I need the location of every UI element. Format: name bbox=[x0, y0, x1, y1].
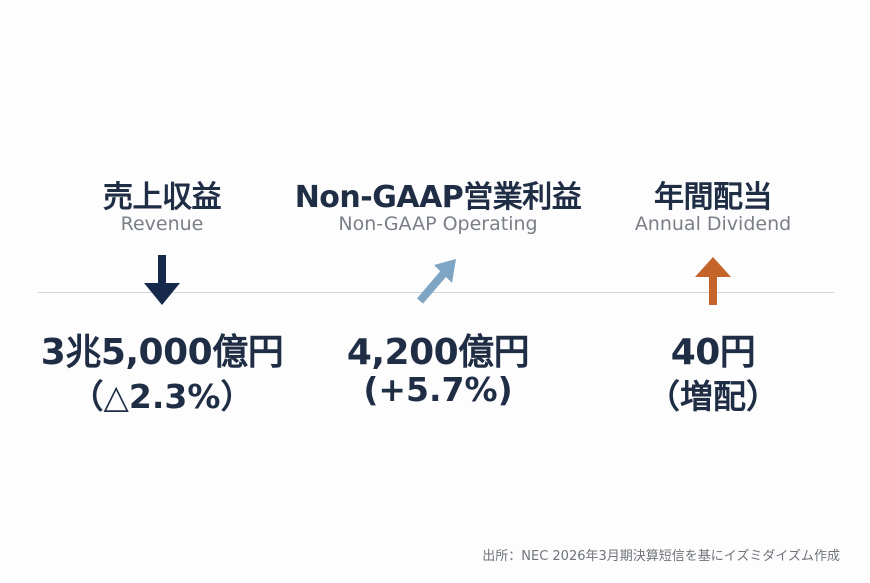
metric-value: 4,200億円 bbox=[346, 332, 530, 373]
source-note: 出所：NEC 2026年3月期決算短信を基にイズミダイズム作成 bbox=[482, 549, 840, 564]
metric-subtitle: Annual Dividend bbox=[634, 213, 792, 235]
metric-annual-dividend: 年間配当 Annual Dividend 40円 （増配） bbox=[568, 0, 858, 583]
metric-value: 40円 bbox=[670, 332, 756, 373]
metric-change: （△2.3%） bbox=[70, 377, 254, 416]
metric-revenue: 売上収益 Revenue 3兆5,000億円 （△2.3%） bbox=[17, 0, 307, 583]
down-arrow-icon bbox=[144, 255, 180, 305]
metric-value: 3兆5,000億円 bbox=[40, 332, 284, 373]
up-right-arrow-icon bbox=[416, 259, 456, 304]
metric-change: (+5.7%) bbox=[363, 370, 513, 409]
metric-title: Non-GAAP営業利益 bbox=[294, 180, 582, 215]
metric-title: 年間配当 bbox=[654, 180, 773, 215]
metric-subtitle: Non-GAAP Operating bbox=[338, 213, 538, 235]
metric-change: （増配） bbox=[647, 377, 779, 416]
metric-subtitle: Revenue bbox=[120, 213, 204, 235]
up-arrow-icon bbox=[695, 257, 731, 305]
metric-title: 売上収益 bbox=[103, 180, 222, 215]
metric-operating-profit: Non-GAAP営業利益 Non-GAAP Operating 4,200億円 … bbox=[293, 0, 583, 583]
horizontal-divider bbox=[38, 292, 834, 293]
